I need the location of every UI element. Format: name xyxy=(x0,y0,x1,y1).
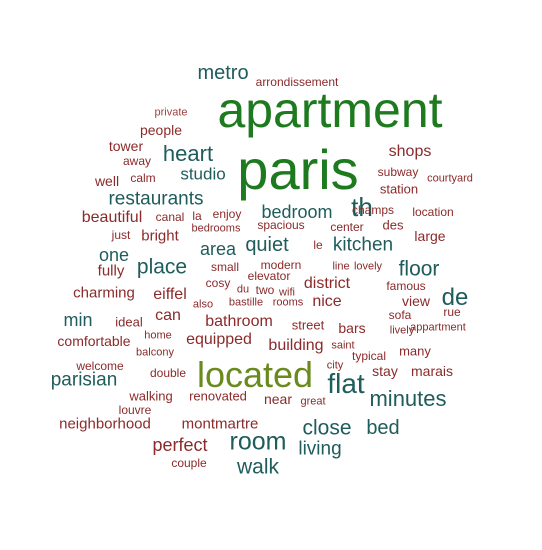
word-nice: nice xyxy=(312,294,341,310)
word-equipped: equipped xyxy=(186,332,252,348)
word-marais: marais xyxy=(411,364,453,378)
word-des: des xyxy=(383,219,404,232)
word-metro: metro xyxy=(197,63,248,83)
word-area: area xyxy=(200,240,236,258)
word-sofa: sofa xyxy=(389,309,412,321)
word-comfortable: comfortable xyxy=(57,334,130,348)
word-place: place xyxy=(137,257,187,278)
word-line: line xyxy=(332,262,349,273)
word-louvre: louvre xyxy=(119,404,152,416)
word-paris: paris xyxy=(237,142,358,198)
word-perfect: perfect xyxy=(152,436,207,454)
word-bars: bars xyxy=(338,321,365,335)
word-cosy: cosy xyxy=(206,277,231,289)
word-flat: flat xyxy=(327,370,364,398)
word-district: district xyxy=(304,276,350,292)
word-studio: studio xyxy=(180,166,225,183)
word-walk: walk xyxy=(237,457,279,478)
word-spacious: spacious xyxy=(257,219,304,231)
word-building: building xyxy=(268,338,323,354)
word-restaurants: restaurants xyxy=(108,190,203,209)
word-bed: bed xyxy=(366,418,399,438)
word-well: well xyxy=(95,174,119,188)
word-bright: bright xyxy=(141,229,179,244)
word-small: small xyxy=(211,261,239,273)
word-la: la xyxy=(192,210,201,222)
word-quiet: quiet xyxy=(245,235,288,255)
word-canal: canal xyxy=(156,211,185,223)
word-couple: couple xyxy=(171,457,206,469)
word-bastille: bastille xyxy=(229,298,263,309)
word-great: great xyxy=(300,397,325,408)
word-balcony: balcony xyxy=(136,348,174,359)
word-also: also xyxy=(193,300,213,311)
word-away: away xyxy=(123,155,151,167)
word-large: large xyxy=(414,229,445,243)
word-heart: heart xyxy=(163,143,213,165)
word-walking: walking xyxy=(129,390,172,403)
word-living: living xyxy=(298,440,341,459)
word-appartment: appartment xyxy=(410,323,466,334)
word-arrondissement: arrondissement xyxy=(256,76,339,88)
word-bathroom: bathroom xyxy=(205,314,273,330)
word-just: just xyxy=(112,229,131,241)
word-kitchen: kitchen xyxy=(333,236,393,255)
word-rooms: rooms xyxy=(273,298,304,309)
word-apartment: apartment xyxy=(217,85,442,135)
word-private: private xyxy=(154,108,187,119)
word-calm: calm xyxy=(130,172,155,184)
word-people: people xyxy=(140,123,182,137)
word-beautiful: beautiful xyxy=(82,210,143,226)
word-stay: stay xyxy=(372,364,398,378)
word-parisian: parisian xyxy=(51,371,118,390)
word-subway: subway xyxy=(378,166,419,178)
word-tower: tower xyxy=(109,139,143,153)
word-lovely: lovely xyxy=(354,262,382,273)
word-room: room xyxy=(230,430,287,455)
word-elevator: elevator xyxy=(248,270,291,282)
word-view: view xyxy=(402,294,430,308)
word-shops: shops xyxy=(389,144,432,160)
word-center: center xyxy=(330,221,363,233)
word-floor: floor xyxy=(399,259,440,280)
word-double: double xyxy=(150,367,186,379)
word-renovated: renovated xyxy=(189,390,247,403)
word-charming: charming xyxy=(73,286,135,301)
word-two: two xyxy=(256,284,275,296)
word-min: min xyxy=(63,311,92,329)
word-one: one xyxy=(99,246,129,264)
word-bedrooms: bedrooms xyxy=(192,224,241,235)
word-home: home xyxy=(144,331,172,342)
word-neighborhood: neighborhood xyxy=(59,417,151,432)
word-can: can xyxy=(155,308,181,324)
word-eiffel: eiffel xyxy=(153,287,187,303)
word-close: close xyxy=(302,418,351,439)
word-station: station xyxy=(380,183,418,196)
word-ideal: ideal xyxy=(115,316,142,329)
word-near: near xyxy=(264,392,292,406)
word-rue: rue xyxy=(443,306,460,318)
word-typical: typical xyxy=(352,350,386,362)
word-minutes: minutes xyxy=(369,388,446,410)
word-enjoy: enjoy xyxy=(213,208,242,220)
word-street: street xyxy=(292,319,325,332)
word-courtyard: courtyard xyxy=(427,174,473,185)
word-location: location xyxy=(412,206,453,218)
word-champs: champs xyxy=(352,204,394,216)
word-famous: famous xyxy=(386,280,425,292)
word-du: du xyxy=(237,285,249,296)
word-many: many xyxy=(399,345,431,358)
word-le: le xyxy=(313,239,322,251)
word-fully: fully xyxy=(98,264,125,279)
